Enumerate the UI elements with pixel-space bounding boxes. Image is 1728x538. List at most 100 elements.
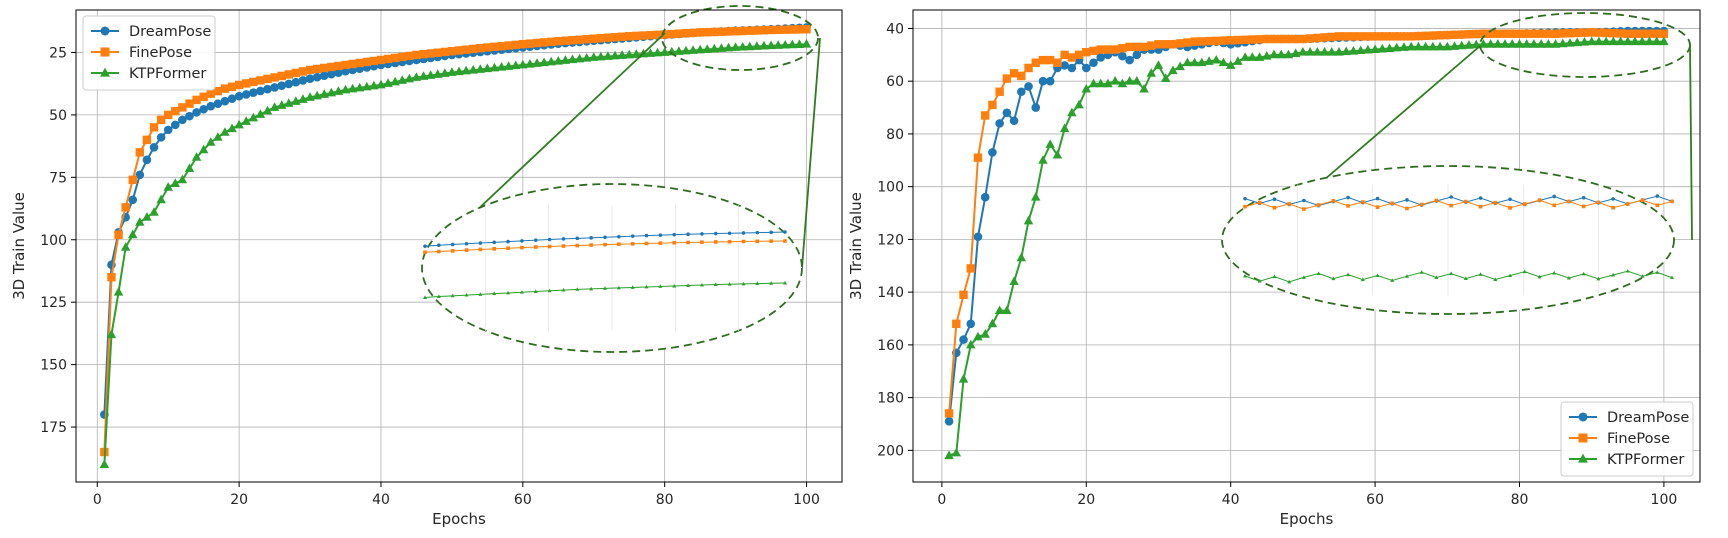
inset-data-point [1581, 195, 1586, 200]
data-point [766, 40, 776, 50]
inset-data-point [713, 282, 718, 286]
data-point [1182, 57, 1193, 67]
data-point [270, 73, 279, 82]
data-point [1327, 47, 1337, 56]
data-point [348, 59, 357, 69]
data-point [1146, 68, 1156, 77]
data-point [482, 63, 493, 73]
data-point [951, 447, 962, 457]
data-point [426, 49, 435, 58]
data-point [1392, 32, 1401, 41]
data-point [561, 36, 570, 45]
data-point [652, 47, 663, 57]
inset-data-point [1478, 196, 1483, 200]
data-point [1175, 39, 1185, 48]
inset-data-point [478, 247, 483, 252]
data-point [1284, 34, 1293, 44]
data-point [795, 25, 804, 34]
legend-item: KTPFormer [91, 66, 206, 82]
y-tick-label: 140 [877, 285, 904, 301]
zoom-connector-line [1309, 45, 1481, 193]
y-tick-label: 120 [877, 232, 904, 248]
inset-data-point [575, 243, 580, 248]
data-point [1269, 34, 1279, 44]
data-point [1616, 29, 1625, 38]
data-point [759, 40, 769, 50]
data-point [149, 207, 159, 216]
data-point [730, 42, 741, 51]
data-point [312, 64, 322, 74]
data-point [1420, 41, 1431, 51]
x-tick-label: 100 [1651, 492, 1678, 508]
data-point [269, 102, 280, 111]
inset-data-point [1640, 198, 1645, 202]
data-point [610, 50, 620, 60]
series-finepose [944, 28, 1669, 418]
inset-data-point [1581, 271, 1586, 276]
inset-data-point [1375, 273, 1380, 277]
y-tick-label: 25 [49, 45, 67, 61]
data-point [107, 273, 116, 282]
inset-data-point [1287, 279, 1292, 284]
data-point [305, 74, 315, 83]
inset-data-point [575, 287, 580, 291]
data-point [1544, 29, 1553, 38]
data-point [114, 230, 123, 239]
data-point [1573, 28, 1582, 38]
data-point [966, 264, 975, 273]
data-point [995, 87, 1004, 96]
data-point [291, 77, 301, 87]
data-point [1038, 76, 1048, 86]
inset-data-point [423, 295, 427, 299]
inset-data-point [672, 283, 677, 288]
data-point [504, 41, 513, 50]
data-point [1543, 39, 1554, 48]
inset-series-line [1244, 195, 1673, 207]
inset-data-point [1552, 194, 1557, 199]
data-point [213, 132, 223, 141]
data-point [1045, 139, 1055, 148]
data-point [554, 37, 563, 46]
data-point [227, 82, 237, 91]
data-point [1522, 29, 1531, 38]
data-point [312, 90, 322, 100]
data-point [1565, 38, 1575, 47]
data-point [354, 82, 365, 92]
inset-data-point [617, 242, 621, 246]
data-point [1262, 34, 1271, 44]
data-point [1529, 29, 1539, 38]
inset-data-point [755, 281, 760, 286]
data-point [298, 67, 308, 76]
data-point [1045, 76, 1055, 86]
data-point [340, 84, 351, 94]
data-point [198, 144, 209, 154]
data-point [773, 25, 783, 35]
data-point [113, 287, 124, 296]
data-point [177, 174, 188, 184]
inset-data-point [1508, 206, 1512, 210]
data-point [1457, 30, 1466, 39]
data-point [164, 110, 173, 120]
data-point [298, 76, 308, 85]
data-point [1659, 36, 1669, 46]
data-point [1486, 29, 1495, 38]
x-tick-label: 80 [656, 492, 674, 508]
data-point [447, 67, 457, 76]
data-point [291, 96, 301, 105]
data-point [1514, 39, 1525, 48]
data-point [1197, 57, 1207, 67]
data-point [489, 62, 500, 72]
inset-data-point [1404, 274, 1409, 278]
data-point [1645, 29, 1654, 38]
data-point [1651, 36, 1662, 46]
data-point [99, 459, 110, 468]
inset-series-line [1244, 270, 1673, 283]
data-point [1103, 45, 1113, 54]
data-point [1248, 35, 1257, 44]
data-point [1479, 29, 1488, 38]
data-point [120, 242, 131, 251]
inset-data-point [1625, 268, 1630, 273]
data-point [327, 69, 336, 79]
data-point [142, 155, 152, 165]
data-point [199, 104, 208, 114]
